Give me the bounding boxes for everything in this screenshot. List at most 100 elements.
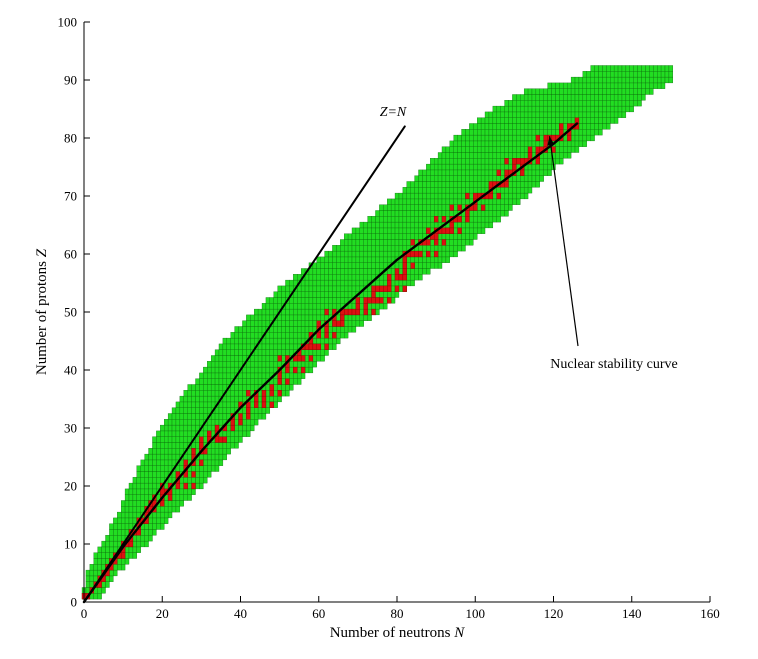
- stable-nuclide-cell: [261, 390, 267, 397]
- nuclide-cell: [183, 413, 188, 420]
- nuclide-cell: [226, 436, 231, 443]
- nuclide-cell: [445, 204, 450, 211]
- nuclide-cell: [320, 297, 325, 304]
- nuclide-cell: [633, 71, 638, 78]
- nuclide-cell: [238, 378, 243, 385]
- nuclide-cell: [578, 123, 584, 130]
- nuclide-cell: [449, 152, 454, 159]
- nuclide-cell: [344, 291, 349, 298]
- nuclide-cell: [367, 303, 372, 310]
- stable-nuclide-cell: [433, 250, 439, 258]
- nuclide-cell: [422, 175, 427, 182]
- nuclide-cell: [340, 332, 345, 339]
- nuclide-cell: [590, 76, 595, 84]
- nuclide-cell: [132, 477, 137, 484]
- nuclide-cell: [304, 314, 310, 321]
- nuclide-cell: [160, 517, 165, 524]
- nuclide-cell: [132, 535, 137, 542]
- nuclide-cell: [504, 204, 509, 211]
- nuclide-cell: [598, 65, 603, 72]
- nuclide-cell: [297, 291, 302, 298]
- nuclide-cell: [543, 163, 548, 171]
- nuclide-cell: [445, 175, 450, 182]
- nuclide-cell: [246, 378, 251, 385]
- nuclide-cell: [492, 158, 497, 165]
- nuclide-cell: [617, 82, 623, 89]
- nuclide-cell: [156, 471, 161, 478]
- nuclide-cell: [445, 169, 450, 176]
- nuclide-cell: [281, 326, 286, 333]
- nuclide-cell: [516, 129, 521, 136]
- nuclide-cell: [500, 198, 505, 205]
- nuclide-cell: [363, 291, 368, 298]
- stable-nuclide-cell: [199, 442, 204, 449]
- nuclide-cell: [586, 100, 591, 107]
- nuclide-cell: [535, 117, 540, 124]
- nuclide-cell: [520, 192, 525, 200]
- nuclide-cell: [203, 366, 208, 374]
- nuclide-cell: [164, 436, 169, 443]
- nuclide-cell: [281, 285, 286, 292]
- nuclide-cell: [93, 558, 98, 565]
- nuclide-cell: [97, 593, 102, 600]
- nuclide-cell: [602, 76, 607, 84]
- nuclide-cell: [410, 221, 415, 229]
- nuclide-cell: [410, 227, 415, 234]
- nuclide-cell: [347, 268, 353, 275]
- nuclide-cell: [277, 361, 282, 368]
- stable-nuclide-cell: [324, 308, 329, 316]
- nuclide-cell: [606, 76, 611, 84]
- nuclide-cell: [304, 326, 310, 333]
- nuclide-cell: [101, 540, 106, 548]
- nuclide-cell: [187, 395, 192, 403]
- nuclide-cell: [234, 442, 239, 449]
- nuclide-cell: [461, 140, 466, 147]
- nuclide-cell: [140, 471, 145, 478]
- nuclide-cell: [359, 239, 364, 246]
- nuclide-cell: [257, 326, 263, 333]
- nuclide-cell: [555, 123, 560, 130]
- nuclide-cell: [484, 221, 490, 229]
- nuclide-cell: [504, 100, 509, 107]
- nuclide-cell: [621, 82, 627, 89]
- nuclide-cell: [445, 233, 450, 240]
- nuclide-cell: [551, 105, 556, 113]
- nuclide-cell: [508, 134, 513, 142]
- nuclide-cell: [371, 262, 376, 269]
- nuclide-cell: [637, 71, 642, 78]
- nuclide-cell: [238, 436, 243, 443]
- nuclide-cell: [97, 546, 102, 553]
- nuclide-cell: [477, 158, 482, 165]
- nuclide-cell: [371, 245, 376, 252]
- nuclide-cell: [250, 366, 255, 374]
- nuclide-cell: [214, 384, 220, 391]
- stable-nuclide-cell: [504, 169, 509, 176]
- nuclide-cell: [277, 384, 282, 391]
- nuclide-cell: [156, 517, 161, 524]
- nuclide-cell: [340, 326, 345, 333]
- stable-nuclide-cell: [465, 192, 470, 200]
- nuclide-cell: [93, 552, 98, 559]
- nuclide-cell: [175, 506, 181, 513]
- nuclide-cell: [140, 465, 145, 472]
- nuclide-cell: [625, 65, 630, 72]
- nuclide-cell: [304, 332, 310, 339]
- nuclide-cell: [559, 140, 564, 147]
- nuclide-cell: [363, 274, 368, 281]
- nuclide-cell: [414, 262, 419, 269]
- nuclide-cell: [175, 488, 181, 495]
- nuclide-cell: [222, 442, 227, 449]
- stable-nuclide-cell: [214, 424, 220, 432]
- nuclide-cell: [316, 308, 321, 316]
- nuclide-cell: [625, 105, 630, 113]
- stable-nuclide-cell: [520, 158, 525, 165]
- nuclide-cell: [410, 187, 415, 194]
- nuclide-cell: [574, 146, 580, 153]
- nuclide-cell: [488, 146, 494, 153]
- nuclide-cell: [195, 413, 200, 420]
- nuclide-cell: [492, 163, 497, 171]
- nuclide-cell: [250, 378, 255, 385]
- nuclide-cell: [508, 187, 513, 194]
- nuclide-cell: [633, 65, 638, 72]
- nuclide-cell: [574, 82, 580, 89]
